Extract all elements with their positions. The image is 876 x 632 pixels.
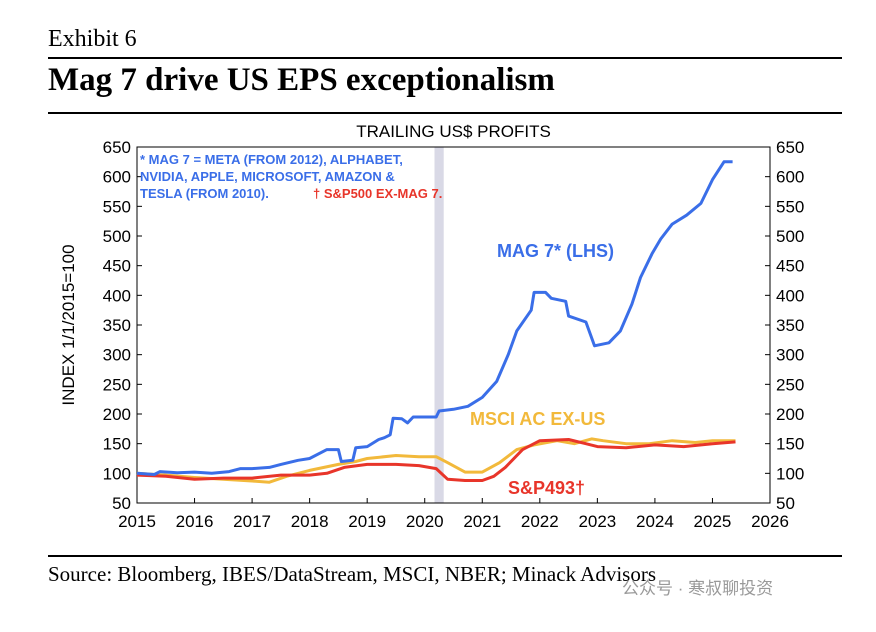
x-tick-label: 2024 [636,512,674,531]
y2-tick-label: 350 [776,316,804,335]
rule [48,555,842,557]
x-tick-label: 2020 [406,512,444,531]
y2-tick-label: 150 [776,435,804,454]
note: * MAG 7 = META (FROM 2012), ALPHABET, [140,152,403,167]
y-axis-label: INDEX 1/1/2015=100 [59,244,78,405]
x-tick-label: 2019 [348,512,386,531]
series-line [136,160,733,476]
x-tick-label: 2021 [463,512,501,531]
source: Source: Bloomberg, IBES/DataStream, MSCI… [48,562,656,586]
y2-tick-label: 550 [776,197,804,216]
series-line [136,437,736,484]
note: NVIDIA, APPLE, MICROSOFT, AMAZON & [140,169,395,184]
y-tick-label: 550 [103,197,131,216]
x-tick-label: 2026 [751,512,789,531]
x-tick-label: 2023 [578,512,616,531]
series-label: S&P493† [508,478,585,498]
x-tick-label: 2018 [291,512,329,531]
y-tick-label: 150 [103,435,131,454]
y-tick-label: 500 [103,227,131,246]
chart-title: TRAILING US$ PROFITS [356,122,551,141]
y2-tick-label: 500 [776,227,804,246]
y2-tick-label: 600 [776,168,804,187]
watermark: 公众号 · 寒叔聊投资 [622,579,774,598]
page-title: Mag 7 drive US EPS exceptionalism [48,62,555,98]
series-line [136,438,736,482]
note-red: † S&P500 EX-MAG 7. [313,186,442,201]
x-tick-label: 2022 [521,512,559,531]
y2-tick-label: 100 [776,464,804,483]
series-label: MSCI AC EX-US [470,409,605,429]
y-tick-label: 300 [103,346,131,365]
y-tick-label: 450 [103,257,131,276]
y-tick-label: 100 [103,464,131,483]
y2-tick-label: 400 [776,286,804,305]
y2-tick-label: 300 [776,346,804,365]
y-tick-label: 250 [103,375,131,394]
y2-tick-label: 250 [776,375,804,394]
y-tick-label: 50 [112,494,131,513]
x-tick-label: 2025 [694,512,732,531]
y-tick-label: 400 [103,286,131,305]
recession-band [434,147,444,503]
y2-tick-label: 200 [776,405,804,424]
exhibit-label: Exhibit 6 [48,26,137,52]
rule [48,112,842,114]
x-tick-label: 2016 [176,512,214,531]
note: TESLA (FROM 2010). [140,186,269,201]
y2-tick-label: 650 [776,138,804,157]
y-tick-label: 650 [103,138,131,157]
x-tick-label: 2017 [233,512,271,531]
y2-tick-label: 450 [776,257,804,276]
series-label: MAG 7* (LHS) [497,241,614,261]
y-tick-label: 600 [103,168,131,187]
chart: TRAILING US$ PROFITS 50 100 150 200 250 300 350… [59,122,804,531]
y-tick-label: 350 [103,316,131,335]
y2-tick-label: 50 [776,494,795,513]
x-tick-label: 2015 [118,512,156,531]
rule [48,57,842,59]
y-tick-label: 200 [103,405,131,424]
